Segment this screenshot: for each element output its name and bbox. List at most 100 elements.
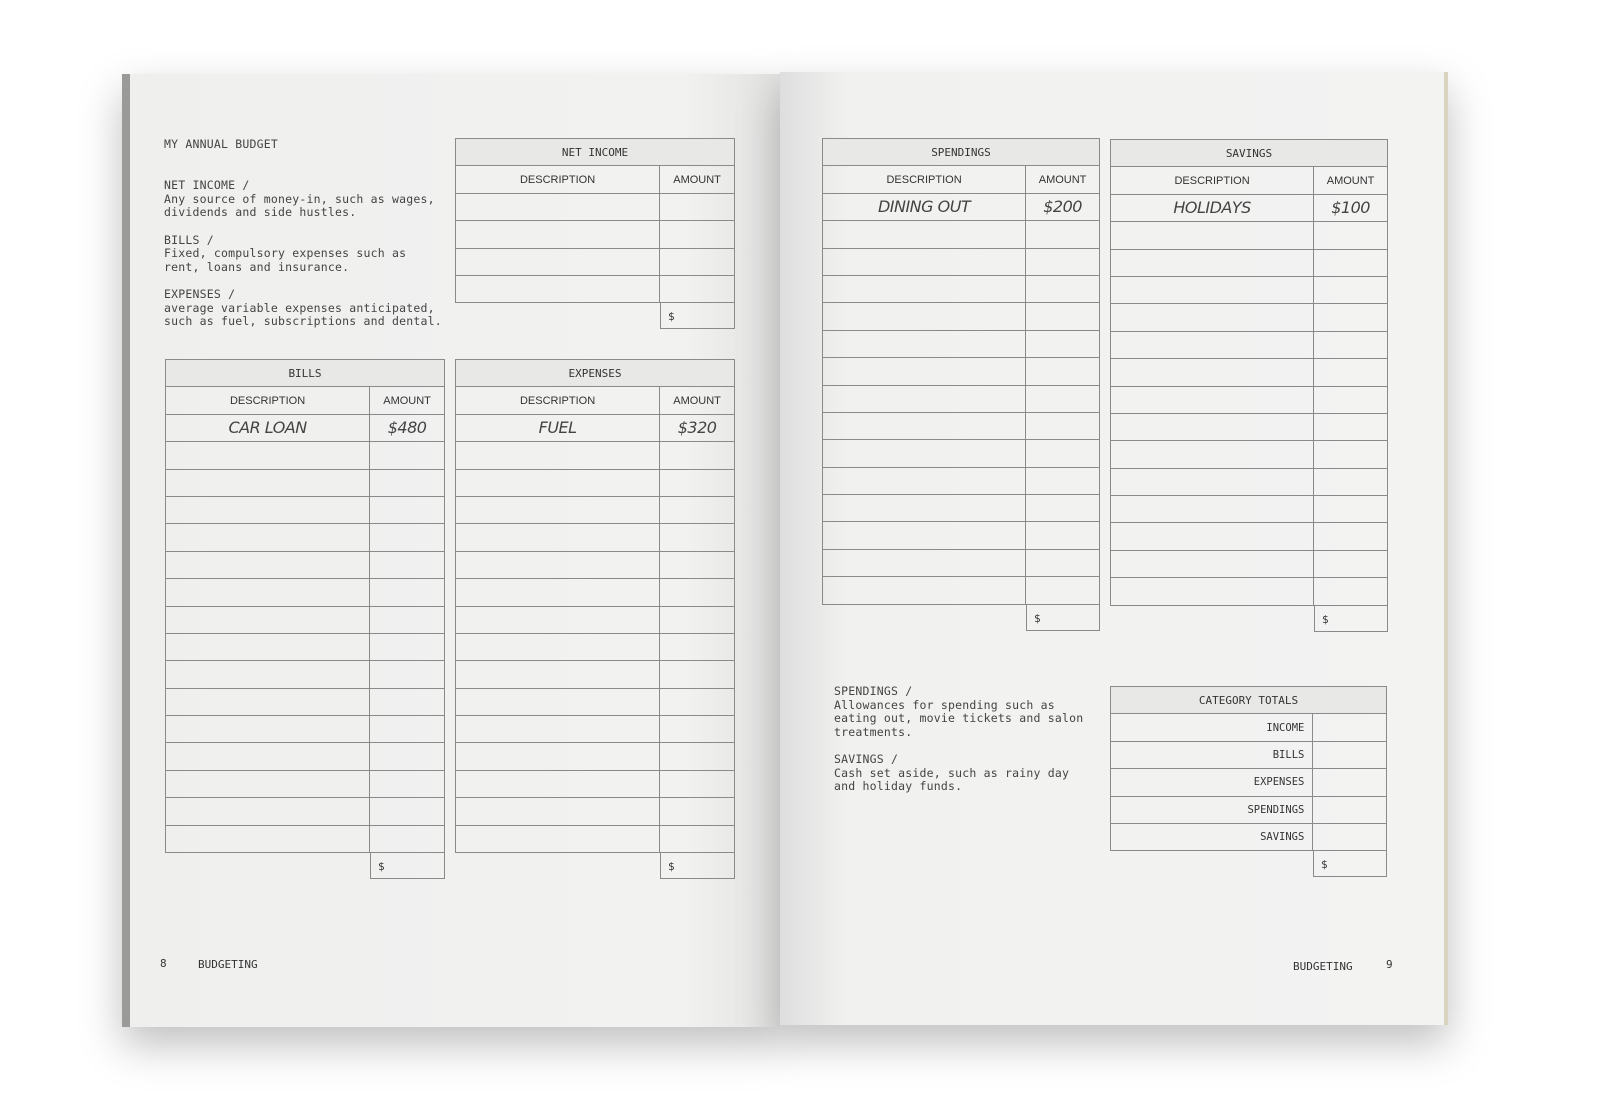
amount-cell[interactable]: [1025, 466, 1100, 496]
amount-cell[interactable]: [1313, 522, 1388, 551]
amount-cell[interactable]: [1313, 385, 1388, 414]
amount-cell[interactable]: [659, 632, 735, 662]
description-cell[interactable]: [821, 329, 1027, 359]
description-cell[interactable]: [1109, 440, 1315, 469]
amount-cell[interactable]: [659, 769, 735, 799]
description-cell[interactable]: [454, 578, 661, 607]
amount-cell[interactable]: [1025, 329, 1100, 359]
amount-cell[interactable]: [369, 824, 445, 854]
amount-cell[interactable]: $200: [1025, 192, 1100, 222]
amount-cell[interactable]: [659, 468, 735, 497]
amount-cell[interactable]: [1312, 713, 1387, 742]
amount-cell[interactable]: [659, 660, 735, 689]
amount-cell[interactable]: [1025, 411, 1100, 441]
description-cell[interactable]: [454, 441, 661, 470]
description-cell[interactable]: [821, 357, 1027, 386]
description-cell[interactable]: [164, 468, 371, 497]
description-cell[interactable]: [164, 824, 371, 854]
amount-cell[interactable]: [369, 468, 445, 497]
amount-cell[interactable]: [1312, 795, 1387, 824]
amount-cell[interactable]: [1313, 440, 1388, 469]
amount-cell[interactable]: [369, 578, 445, 607]
description-cell[interactable]: [164, 550, 371, 580]
amount-cell[interactable]: [659, 495, 735, 525]
amount-cell[interactable]: $100: [1313, 193, 1388, 223]
description-cell[interactable]: [454, 632, 661, 662]
description-cell[interactable]: [164, 441, 371, 470]
description-cell[interactable]: [164, 742, 371, 771]
amount-cell[interactable]: [369, 715, 445, 744]
amount-cell[interactable]: [1313, 495, 1388, 524]
amount-cell[interactable]: [659, 605, 735, 634]
amount-cell[interactable]: [1025, 521, 1100, 550]
amount-cell[interactable]: [1313, 221, 1388, 250]
amount-cell[interactable]: [659, 192, 735, 222]
total-amount-field[interactable]: $: [660, 302, 735, 330]
amount-cell[interactable]: $480: [369, 413, 445, 443]
description-cell[interactable]: [164, 495, 371, 525]
description-cell[interactable]: [821, 548, 1027, 578]
amount-cell[interactable]: [1025, 439, 1100, 468]
description-cell[interactable]: [454, 247, 661, 276]
description-cell[interactable]: [1109, 330, 1315, 360]
description-cell[interactable]: [454, 769, 661, 799]
description-cell[interactable]: [821, 439, 1027, 468]
amount-cell[interactable]: [1025, 384, 1100, 413]
description-cell[interactable]: [821, 494, 1027, 523]
description-cell[interactable]: [1109, 221, 1315, 250]
amount-cell[interactable]: [1025, 220, 1100, 249]
description-cell[interactable]: [454, 495, 661, 525]
description-cell[interactable]: [164, 797, 371, 826]
description-cell[interactable]: [454, 468, 661, 497]
amount-cell[interactable]: [1312, 822, 1387, 852]
description-cell[interactable]: [821, 302, 1027, 331]
total-amount-field[interactable]: $: [660, 852, 735, 880]
description-cell[interactable]: [164, 660, 371, 689]
description-cell[interactable]: [1109, 467, 1315, 497]
amount-cell[interactable]: [1313, 303, 1388, 332]
amount-cell[interactable]: [659, 247, 735, 276]
description-cell[interactable]: [454, 550, 661, 580]
description-cell[interactable]: [821, 274, 1027, 304]
amount-cell[interactable]: [369, 687, 445, 717]
amount-cell[interactable]: [369, 660, 445, 689]
description-cell[interactable]: [1109, 303, 1315, 332]
description-cell[interactable]: [821, 247, 1027, 276]
amount-cell[interactable]: [1025, 548, 1100, 578]
description-cell[interactable]: [454, 742, 661, 771]
amount-cell[interactable]: [659, 274, 735, 304]
amount-cell[interactable]: [369, 441, 445, 470]
amount-cell[interactable]: [1025, 274, 1100, 304]
description-cell[interactable]: [1109, 385, 1315, 414]
amount-cell[interactable]: [369, 632, 445, 662]
description-cell[interactable]: DINING OUT: [821, 192, 1027, 222]
amount-cell[interactable]: [1312, 740, 1387, 770]
description-cell[interactable]: [1109, 248, 1315, 277]
description-cell[interactable]: [164, 523, 371, 552]
amount-cell[interactable]: [369, 769, 445, 799]
description-cell[interactable]: [164, 769, 371, 799]
description-cell[interactable]: [1109, 358, 1315, 387]
total-amount-field[interactable]: $: [1026, 603, 1100, 631]
description-cell[interactable]: [164, 687, 371, 717]
description-cell[interactable]: [164, 578, 371, 607]
description-cell[interactable]: [454, 523, 661, 552]
description-cell[interactable]: HOLIDAYS: [1109, 193, 1315, 223]
amount-cell[interactable]: [1313, 467, 1388, 497]
description-cell[interactable]: [821, 384, 1027, 413]
amount-cell[interactable]: [659, 578, 735, 607]
description-cell[interactable]: [1109, 412, 1315, 442]
amount-cell[interactable]: [659, 824, 735, 854]
amount-cell[interactable]: [369, 495, 445, 525]
description-cell[interactable]: [821, 466, 1027, 496]
description-cell[interactable]: [164, 715, 371, 744]
total-amount-field[interactable]: $: [1314, 604, 1388, 632]
amount-cell[interactable]: [369, 797, 445, 826]
amount-cell[interactable]: [1025, 302, 1100, 331]
amount-cell[interactable]: [1313, 330, 1388, 360]
amount-cell[interactable]: [369, 742, 445, 771]
amount-cell[interactable]: [1313, 358, 1388, 387]
description-cell[interactable]: [454, 660, 661, 689]
amount-cell[interactable]: [1313, 549, 1388, 579]
total-amount-field[interactable]: $: [370, 852, 445, 880]
